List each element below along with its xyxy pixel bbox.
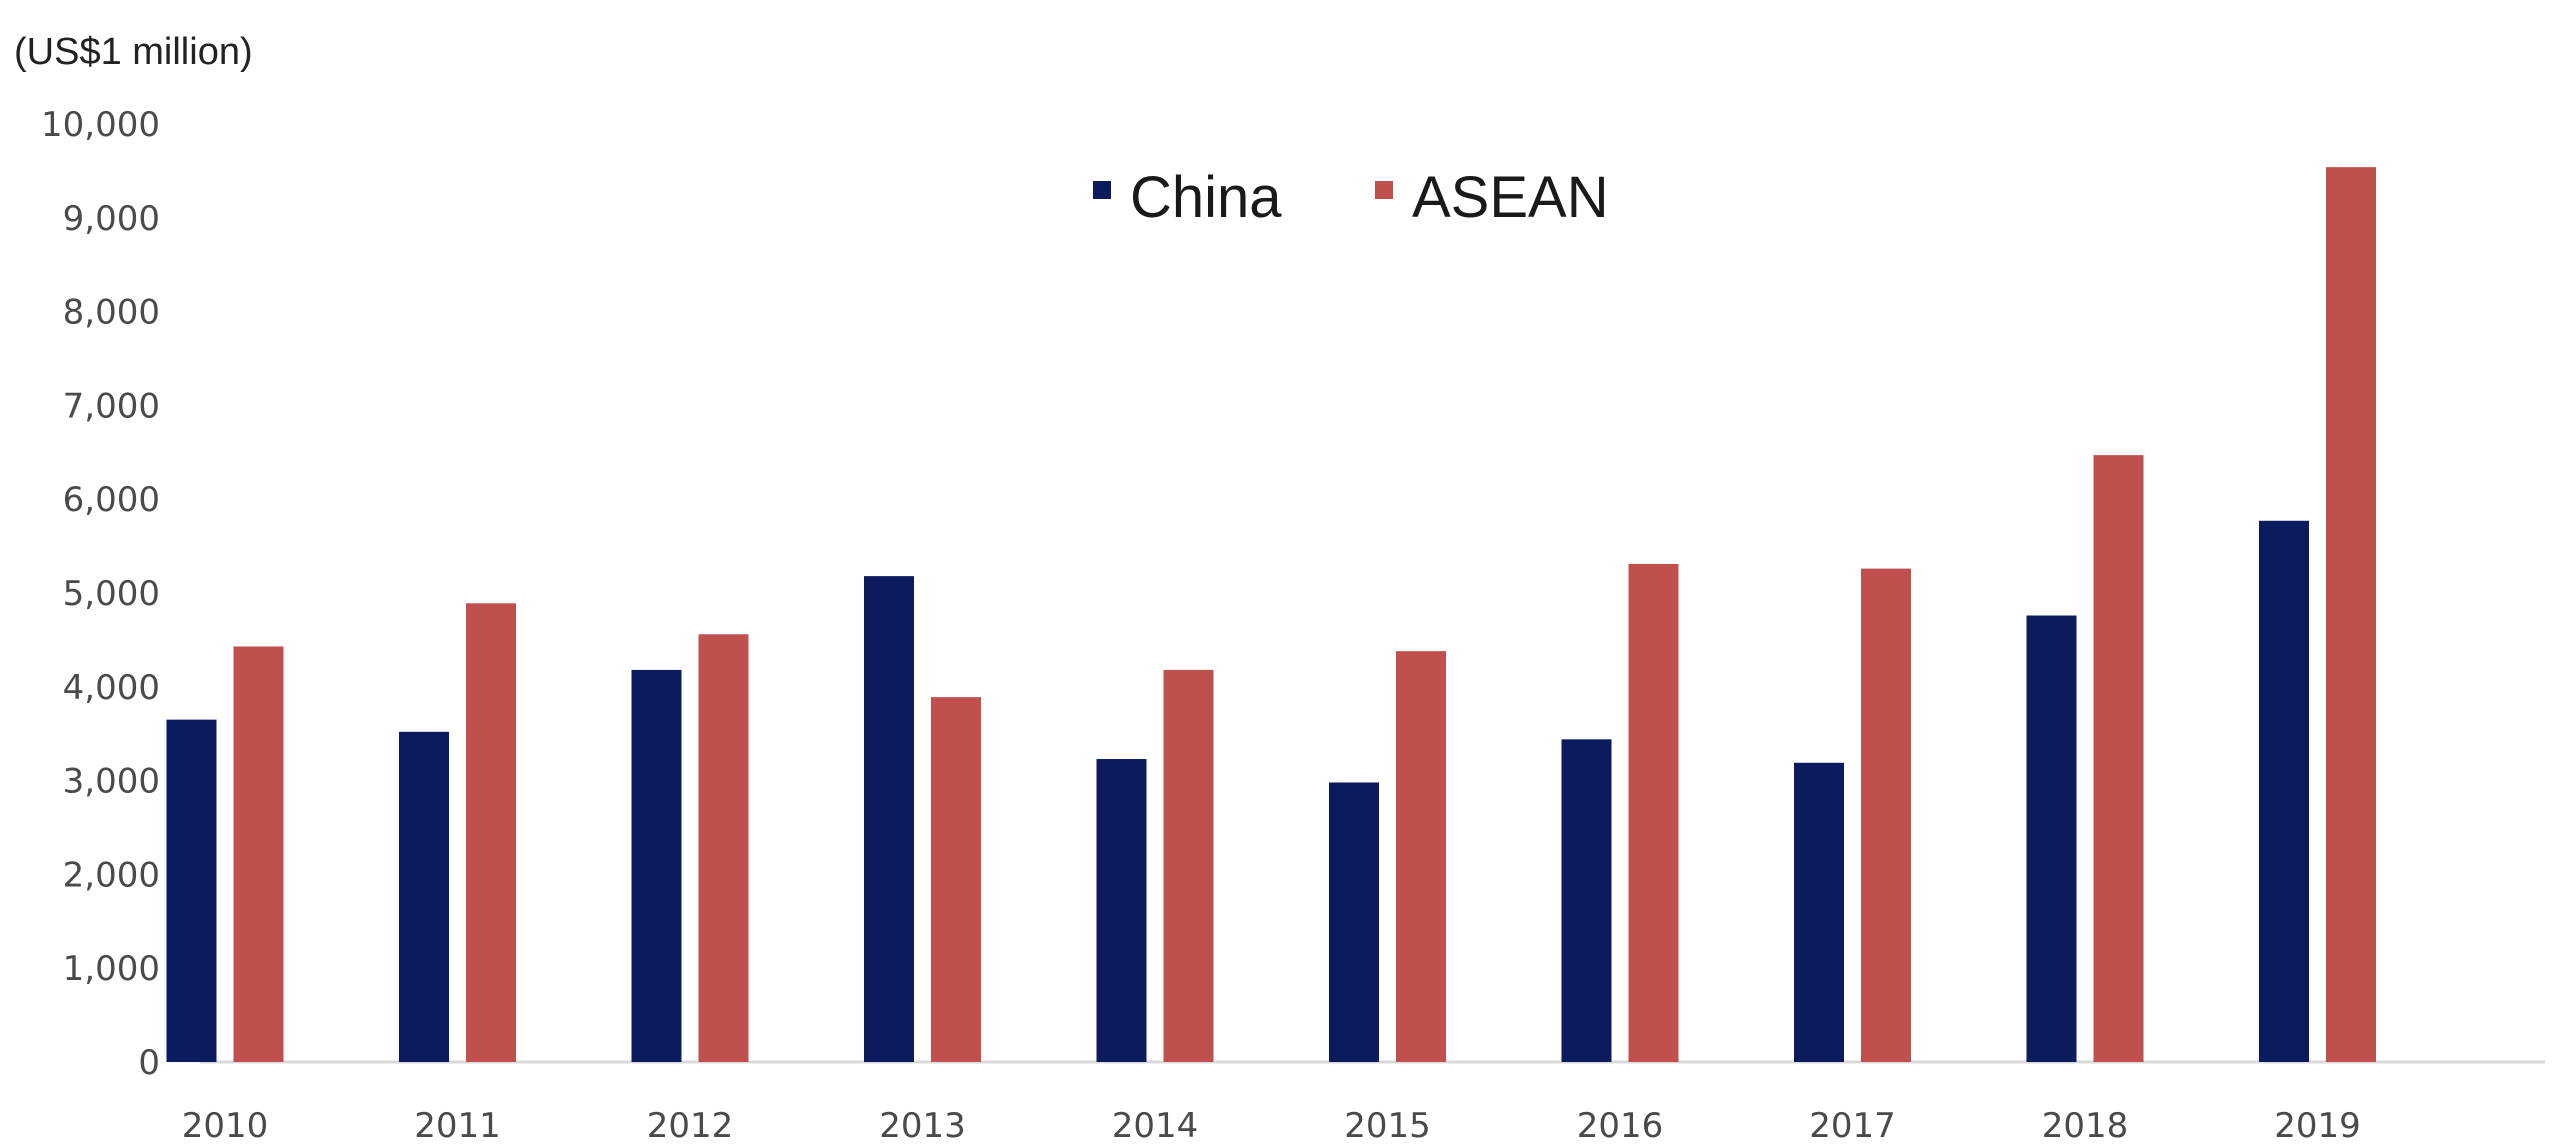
bar-china-2014 xyxy=(1096,759,1147,1062)
x-tick-label: 2016 xyxy=(1577,1106,1664,1145)
bar-asean-2017 xyxy=(1861,568,1911,1062)
y-axis: 0 1,000 2,000 3,000 4,000 5,000 6,000 7,000 8,00… xyxy=(41,105,160,1083)
y-tick-label: 0 xyxy=(138,1043,160,1083)
x-tick-label: 2013 xyxy=(879,1106,966,1145)
x-tick-label: 2018 xyxy=(2042,1106,2129,1145)
bar-asean-2011 xyxy=(466,603,516,1062)
unit-label: (US$1 million) xyxy=(14,31,253,73)
bar-asean-2012 xyxy=(698,634,749,1062)
y-tick-label: 5,000 xyxy=(63,574,160,614)
bar-asean-2015 xyxy=(1396,651,1446,1062)
bar-asean-2016 xyxy=(1628,563,1679,1062)
bar-asean-2010 xyxy=(233,646,284,1062)
bar-asean-2013 xyxy=(931,697,981,1062)
x-tick-label: 2017 xyxy=(1809,1106,1896,1145)
bar-china-2018 xyxy=(2026,615,2077,1062)
x-tick-label: 2011 xyxy=(414,1106,501,1145)
x-tick-label: 2014 xyxy=(1112,1106,1199,1145)
legend-label-china: China xyxy=(1130,165,1282,230)
y-tick-label: 6,000 xyxy=(63,480,160,520)
bar-asean-2018 xyxy=(2093,455,2144,1062)
x-tick-label: 2019 xyxy=(2274,1106,2361,1145)
bar-asean-2019 xyxy=(2326,167,2376,1062)
y-tick-label: 7,000 xyxy=(63,386,160,426)
bar-china-2010 xyxy=(166,719,217,1062)
bar-china-2011 xyxy=(399,731,449,1062)
y-tick-label: 1,000 xyxy=(63,949,160,989)
plot-area xyxy=(166,167,2376,1062)
bar-china-2012 xyxy=(631,669,682,1062)
y-tick-label: 10,000 xyxy=(41,105,160,145)
bar-china-2016 xyxy=(1561,739,1612,1062)
bar-china-2017 xyxy=(1794,762,1844,1062)
bar-china-2019 xyxy=(2259,520,2309,1062)
legend-swatch-china xyxy=(1093,181,1111,199)
x-tick-label: 2015 xyxy=(1344,1106,1431,1145)
y-tick-label: 9,000 xyxy=(63,199,160,239)
bar-china-2015 xyxy=(1329,782,1379,1062)
y-tick-label: 3,000 xyxy=(63,762,160,802)
y-tick-label: 8,000 xyxy=(63,293,160,333)
legend: China ASEAN xyxy=(1093,165,1609,230)
x-axis: 2010 2011 2012 2013 2014 2015 2016 2017 2018 2019 xyxy=(182,1106,2361,1145)
x-tick-label: 2010 xyxy=(182,1106,269,1145)
legend-swatch-asean xyxy=(1375,181,1393,199)
x-tick-label: 2012 xyxy=(647,1106,734,1145)
y-tick-label: 4,000 xyxy=(63,668,160,708)
legend-label-asean: ASEAN xyxy=(1412,165,1609,230)
bar-china-2013 xyxy=(864,576,914,1062)
bar-asean-2014 xyxy=(1163,669,1214,1062)
y-tick-label: 2,000 xyxy=(63,855,160,895)
